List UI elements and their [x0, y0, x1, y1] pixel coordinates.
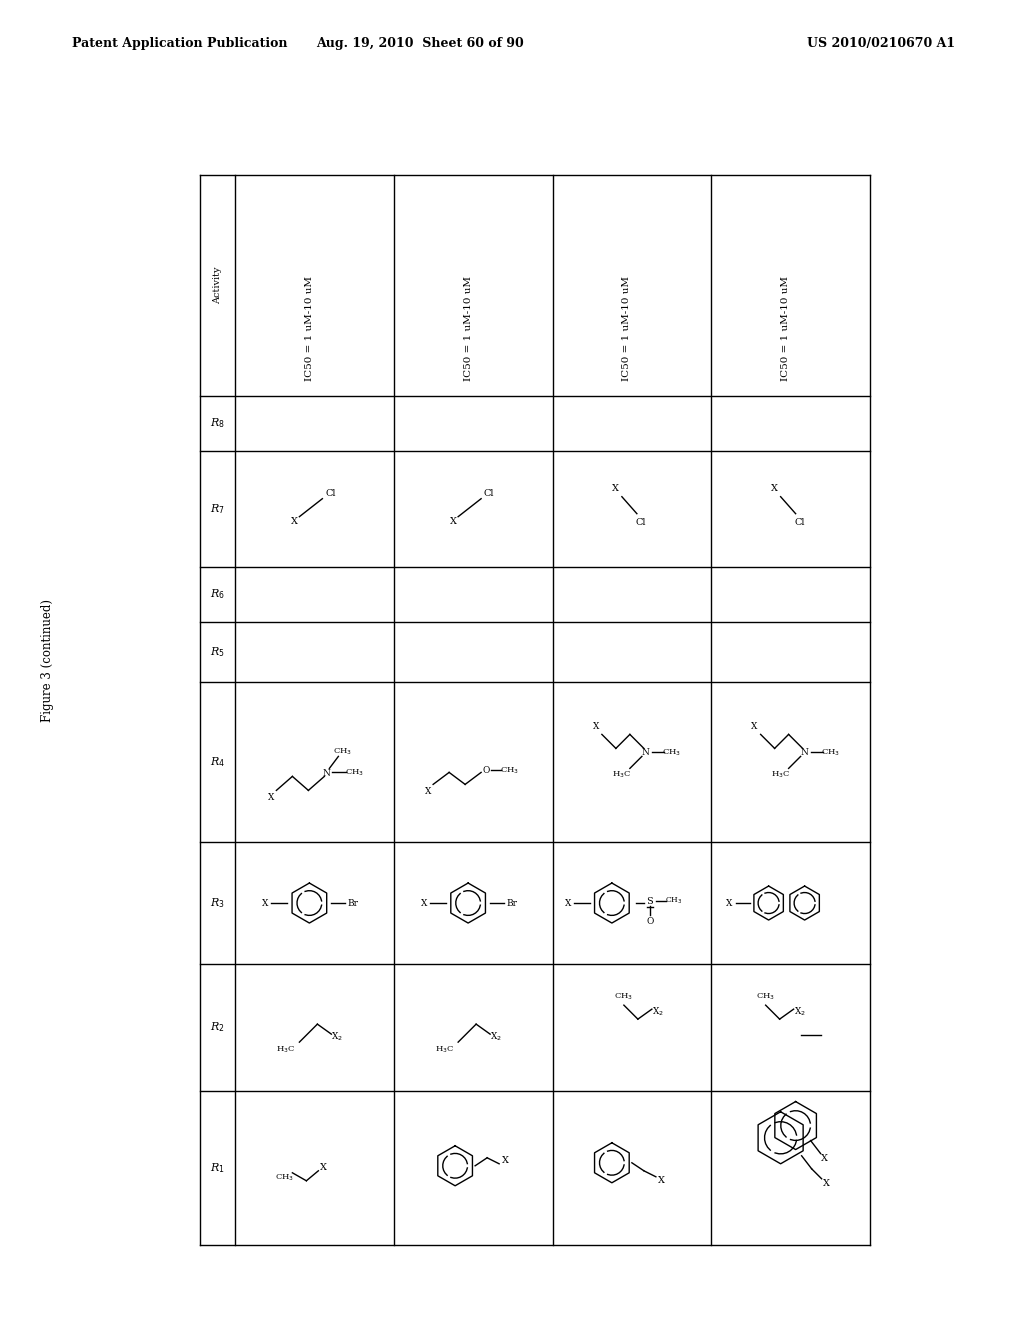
Text: X$_2$: X$_2$ [490, 1031, 502, 1043]
Text: IC50 = 1 uM-10 uM: IC50 = 1 uM-10 uM [305, 276, 314, 380]
Text: CH$_3$: CH$_3$ [665, 896, 683, 907]
Text: N: N [801, 748, 809, 756]
Text: CH$_3$: CH$_3$ [663, 747, 681, 758]
Text: Cl: Cl [484, 490, 495, 498]
Text: X: X [821, 1154, 828, 1163]
Text: Aug. 19, 2010  Sheet 60 of 90: Aug. 19, 2010 Sheet 60 of 90 [316, 37, 524, 50]
Text: CH$_3$: CH$_3$ [345, 767, 364, 777]
Text: X: X [752, 722, 758, 731]
Text: Br: Br [507, 899, 517, 908]
Text: X: X [658, 1176, 666, 1185]
Text: US 2010/0210670 A1: US 2010/0210670 A1 [807, 37, 955, 50]
Text: IC50 = 1 uM-10 uM: IC50 = 1 uM-10 uM [781, 276, 791, 380]
Text: H$_3$C: H$_3$C [771, 770, 791, 780]
Text: S: S [646, 896, 653, 906]
Text: X: X [268, 793, 274, 801]
Text: X: X [612, 484, 620, 494]
Text: R$_5$: R$_5$ [210, 645, 225, 659]
Text: X: X [593, 722, 599, 731]
Text: H$_3$C: H$_3$C [275, 1045, 295, 1056]
Text: Br: Br [348, 899, 358, 908]
Text: X$_2$: X$_2$ [652, 1006, 664, 1019]
Text: R$_7$: R$_7$ [210, 502, 225, 516]
Text: CH$_3$: CH$_3$ [500, 766, 519, 776]
Text: X$_2$: X$_2$ [794, 1006, 806, 1019]
Text: X: X [291, 517, 298, 527]
Text: IC50 = 1 uM-10 uM: IC50 = 1 uM-10 uM [623, 276, 632, 380]
Text: Cl: Cl [326, 490, 336, 498]
Text: X: X [421, 899, 427, 908]
Text: X: X [502, 1156, 509, 1166]
Text: R$_4$: R$_4$ [210, 755, 225, 770]
Text: X: X [262, 899, 268, 908]
Text: IC50 = 1 uM-10 uM: IC50 = 1 uM-10 uM [464, 276, 473, 380]
Text: X: X [564, 899, 571, 908]
Text: N: N [323, 768, 331, 777]
Text: R$_2$: R$_2$ [210, 1020, 225, 1034]
Text: Figure 3 (continued): Figure 3 (continued) [42, 598, 54, 722]
Text: CH$_3$: CH$_3$ [274, 1172, 294, 1183]
Text: CH$_3$: CH$_3$ [756, 991, 775, 1002]
Text: CH$_3$: CH$_3$ [614, 991, 634, 1002]
Text: X$_2$: X$_2$ [332, 1031, 343, 1043]
Text: Cl: Cl [795, 519, 805, 527]
Text: X: X [771, 484, 778, 494]
Text: CH$_3$: CH$_3$ [333, 746, 352, 756]
Text: Patent Application Publication: Patent Application Publication [72, 37, 288, 50]
Text: R$_1$: R$_1$ [210, 1160, 225, 1175]
Text: H$_3$C: H$_3$C [612, 770, 632, 780]
Text: Cl: Cl [636, 519, 646, 527]
Text: CH$_3$: CH$_3$ [821, 747, 840, 758]
Text: X: X [823, 1179, 830, 1188]
Text: X: X [319, 1163, 327, 1172]
Text: R$_3$: R$_3$ [210, 896, 225, 909]
Text: X: X [726, 899, 733, 908]
Text: R$_8$: R$_8$ [210, 416, 225, 430]
Text: H$_3$C: H$_3$C [434, 1045, 454, 1056]
Text: O: O [646, 916, 653, 925]
Text: X: X [425, 787, 431, 796]
Text: R$_6$: R$_6$ [210, 587, 225, 601]
Text: N: N [642, 748, 650, 756]
Text: X: X [450, 517, 457, 527]
Text: Activity: Activity [213, 267, 222, 304]
Text: O: O [482, 766, 489, 775]
